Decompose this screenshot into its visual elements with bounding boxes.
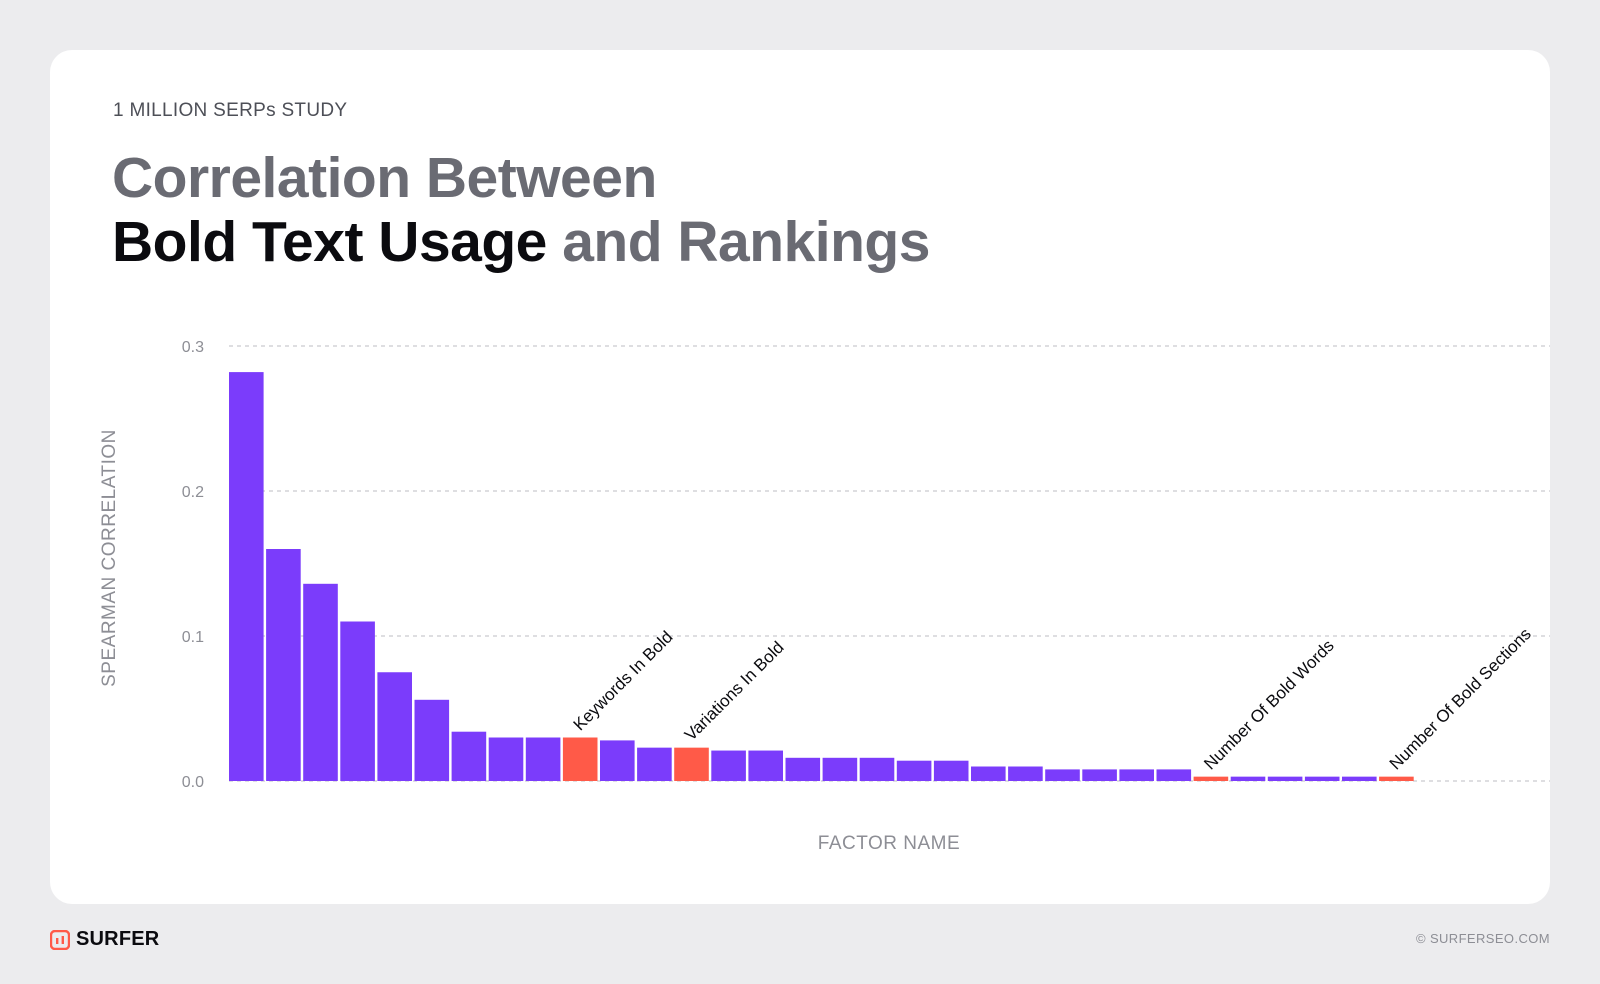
bar: [674, 747, 709, 781]
bar: [785, 757, 821, 781]
bar: [1342, 776, 1377, 781]
bar: [822, 757, 858, 781]
bar: [525, 737, 561, 781]
bar: [488, 737, 524, 781]
bar: [1119, 769, 1154, 781]
bar: [971, 766, 1006, 781]
bar: [1008, 766, 1043, 781]
title-highlight: Bold Text Usage: [112, 210, 547, 274]
bar-label: Keywords In Bold: [570, 627, 677, 734]
bar: [266, 549, 301, 781]
y-tick-label: 0.1: [182, 629, 204, 646]
bar: [600, 740, 635, 781]
page-title: Correlation Between Bold Text Usage and …: [112, 146, 930, 274]
bar: [1045, 769, 1080, 781]
bar: [1082, 769, 1117, 781]
y-tick-label: 0.2: [182, 484, 204, 501]
title-line-2: Bold Text Usage and Rankings: [112, 210, 930, 274]
bar: [562, 737, 598, 781]
bar: [1267, 776, 1303, 781]
y-tick-label: 0.0: [182, 774, 204, 791]
bar: [1304, 776, 1340, 781]
bar: [303, 583, 338, 781]
bar: [340, 621, 375, 781]
y-axis-title: SPEARMAN CORRELATION: [99, 429, 120, 687]
y-tick-label: 0.3: [182, 339, 204, 356]
bar: [451, 731, 487, 781]
bar-label: Number Of Bold Sections: [1386, 624, 1535, 773]
bar: [1379, 776, 1414, 781]
brand-name: SURFER: [76, 928, 160, 950]
bar-label: Variations In Bold: [681, 638, 788, 745]
bar: [637, 747, 672, 781]
bar: [933, 760, 969, 781]
bar: [711, 750, 746, 781]
bar: [896, 760, 932, 781]
bar: [377, 672, 412, 781]
bar: [1230, 776, 1266, 781]
bar: [859, 757, 895, 781]
bar-label: Number Of Bold Words: [1200, 636, 1337, 773]
title-rest: and Rankings: [546, 210, 930, 274]
bar: [229, 372, 264, 781]
bar: [1156, 769, 1192, 781]
bar: [414, 699, 450, 781]
bar: [748, 750, 783, 781]
title-line-1: Correlation Between: [112, 146, 657, 210]
bar: [1193, 776, 1229, 781]
copyright: © SURFERSEO.COM: [1415, 931, 1550, 946]
surfer-logo: SURFER: [50, 928, 159, 951]
study-label: 1 MILLION SERPs STUDY: [113, 100, 348, 121]
x-axis-title: FACTOR NAME: [818, 833, 960, 854]
surfer-logo-icon: [50, 929, 70, 950]
